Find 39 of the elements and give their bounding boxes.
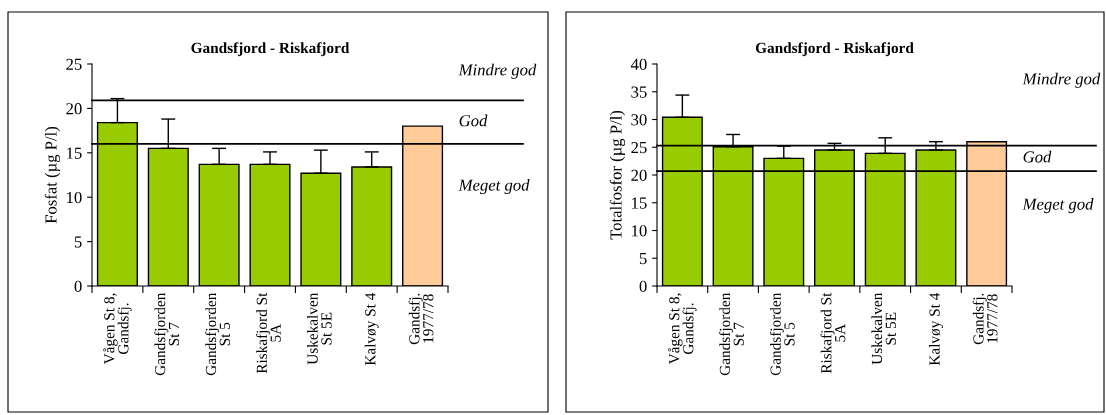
y-tick-label: 10 — [67, 191, 82, 204]
y-tick-label: 15 — [67, 147, 82, 159]
x-tick-label: Gandsfjorden St 5 — [205, 292, 230, 376]
y-tick-label: 15 — [632, 197, 647, 209]
text: God — [459, 114, 488, 127]
x-tick-label: Riskafjord St 5A — [820, 292, 846, 374]
y-tick-label: 20 — [631, 169, 647, 181]
y-tick-label: 0 — [639, 280, 647, 292]
x-tick-label: Uskekalven St 5E — [871, 292, 896, 365]
x-tick-label: Kalvøy St 4 — [364, 292, 379, 366]
text: God — [1023, 150, 1052, 163]
text: Mindre god — [458, 63, 537, 79]
y-tick-label: 0 — [74, 280, 82, 292]
x-tick-label: Uskekalven St 5E — [307, 292, 332, 365]
y-tick-label: 40 — [630, 58, 647, 70]
x-tick-label: Kalvøy St 4 — [928, 292, 943, 366]
y-tick-label: 10 — [632, 225, 647, 237]
x-tick-label: Vågen St 8, Gandsfj. — [668, 293, 697, 365]
chart-title: Gandsfjord - Riskafjord — [755, 42, 914, 57]
x-tick-label: Riskafjord St 5A — [256, 292, 281, 374]
text: Meget god — [458, 178, 530, 195]
chart-title: Gandsfjord - Riskafjord — [191, 42, 350, 57]
text: Meget god — [1022, 198, 1094, 214]
x-tick-label: Gandsfj. 1977/78 — [972, 293, 998, 345]
y-tick-label: 20 — [66, 103, 82, 115]
x-tick-label: Gandsfj. 1977/78 — [408, 293, 434, 345]
y-tick-label: 25 — [631, 142, 647, 154]
y-tick-label: 35 — [631, 86, 647, 98]
x-tick-label: Gandsfjorden St 7 — [719, 292, 744, 376]
x-tick-label: Vågen St 8, Gandsfj. — [103, 293, 132, 365]
y-axis-title: Totalfosfor (µg P/l) — [609, 110, 626, 240]
y-tick-label: 25 — [66, 58, 82, 70]
y-tick-label: 5 — [74, 236, 82, 248]
y-tick-label: 30 — [631, 114, 647, 126]
x-tick-label: Gandsfjorden St 5 — [769, 292, 795, 376]
text: Mindre god — [1022, 72, 1101, 88]
y-axis-title: Fosfat (µg P/l) — [44, 126, 61, 224]
y-tick-label: 5 — [639, 253, 647, 265]
x-tick-label: Gandsfjorden St 7 — [154, 292, 180, 376]
